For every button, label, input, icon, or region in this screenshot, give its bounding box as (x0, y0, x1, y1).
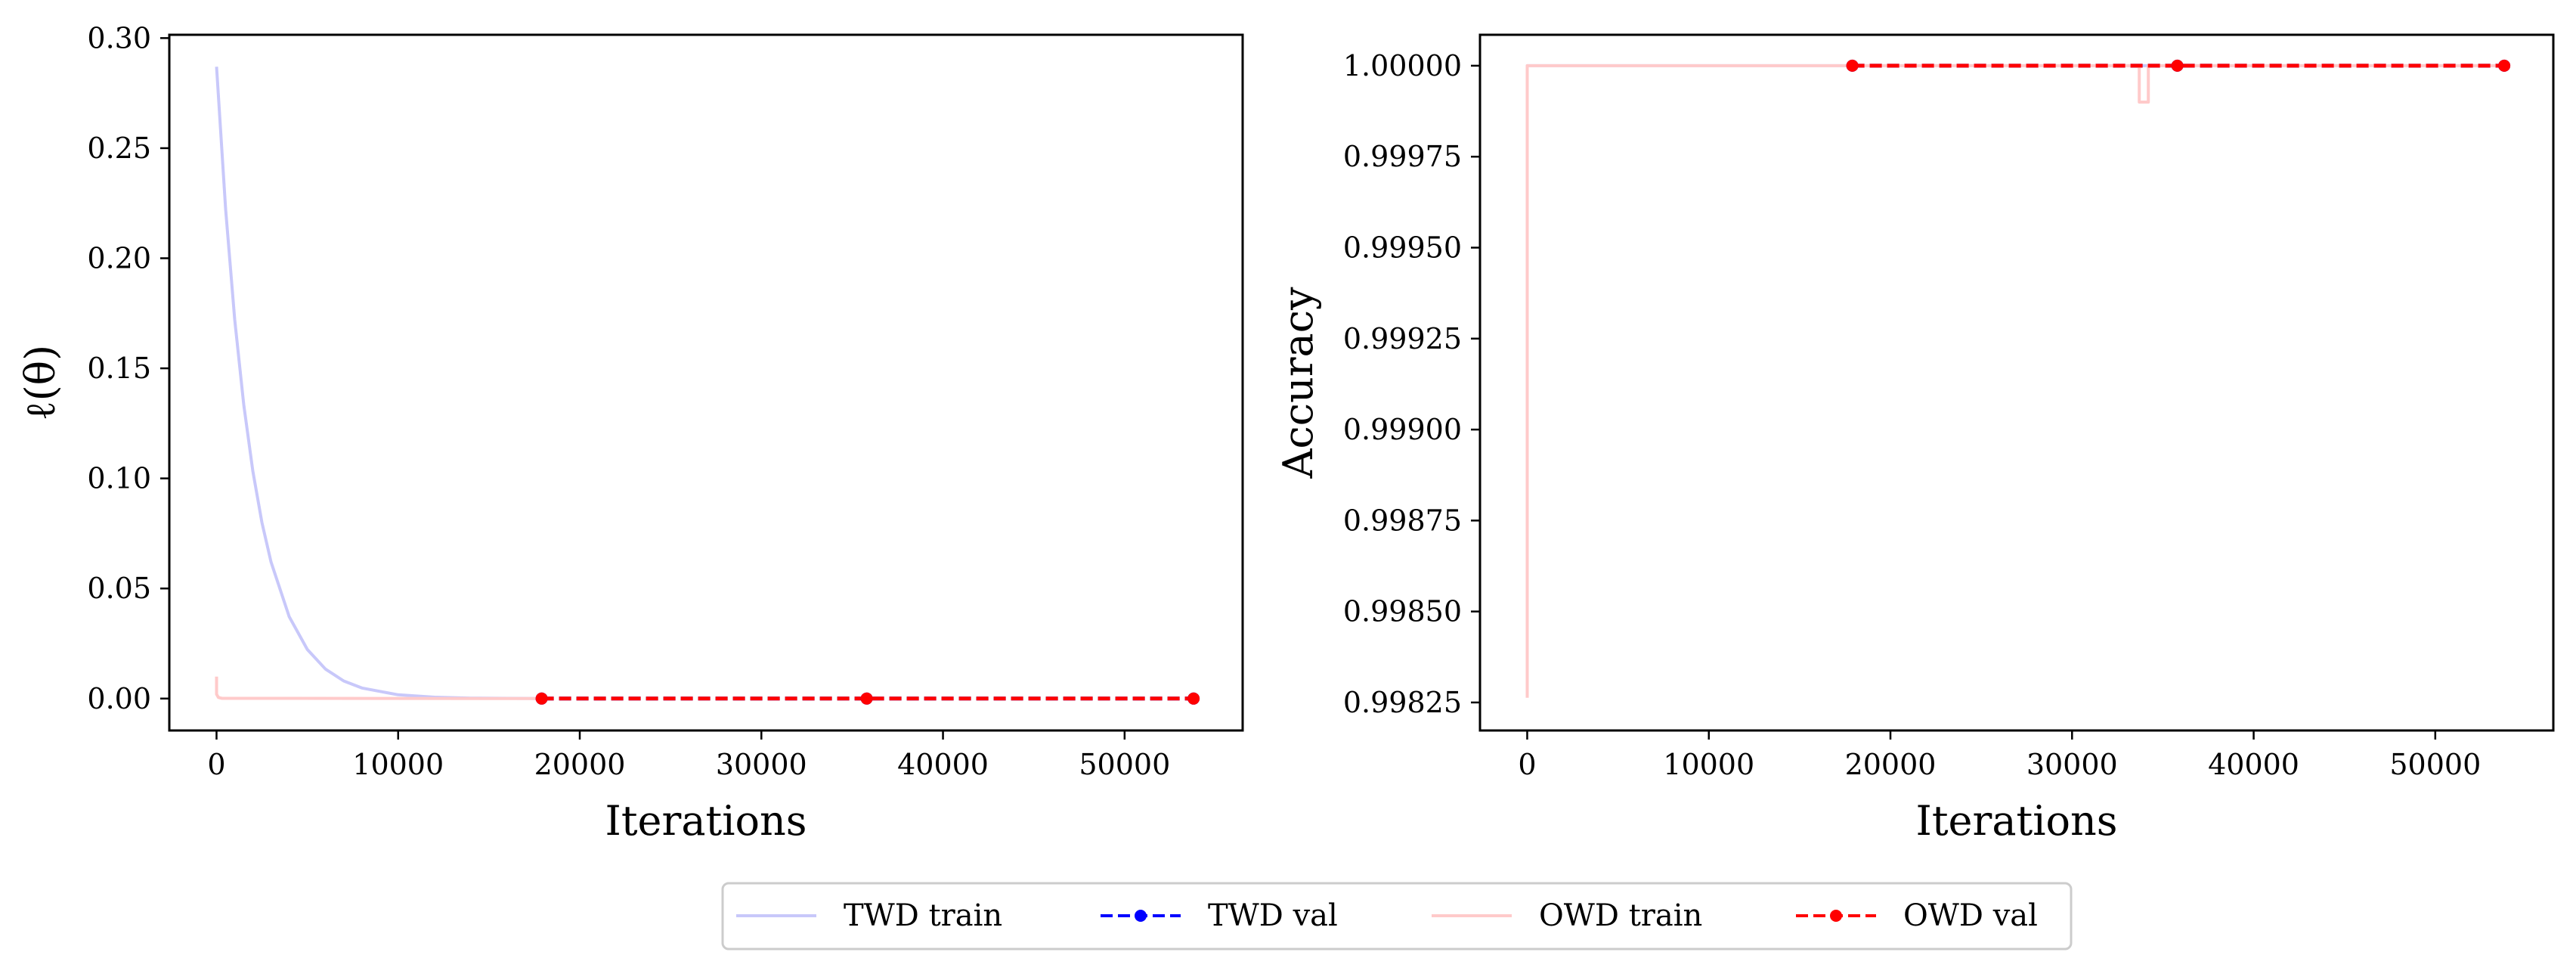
loss-y-tick-label: 0.15 (87, 352, 151, 385)
accuracy-twd-train-line (1525, 64, 2508, 551)
loss-x-tick-label: 20000 (534, 748, 626, 781)
loss-plot-frame (168, 33, 1244, 732)
accuracy-x-tick-label: 0 (1518, 748, 1536, 781)
accuracy-y-tick-label: 1.00000 (1343, 49, 1462, 82)
loss-x-tick-label: 10000 (352, 748, 444, 781)
legend-owd-train-label: OWD train (1539, 898, 1702, 933)
accuracy-owd-train-line (1525, 64, 2508, 698)
loss-owd-train-line (215, 676, 544, 700)
loss-twd-train-line (215, 67, 544, 700)
accuracy-x-tick-label: 40000 (2208, 748, 2299, 781)
loss-chart-panel: 0 10000 20000 30000 40000 50000 0.00 0.05 0.10 0.… (17, 21, 1244, 845)
loss-y-axis-title: ℓ(θ) (17, 345, 64, 421)
accuracy-plot-frame (1478, 33, 2555, 732)
accuracy-owd-val-point (2171, 59, 2184, 72)
loss-x-tick-label: 50000 (1079, 748, 1170, 781)
loss-x-axis-title: Iterations (605, 797, 807, 845)
legend-twd-val-label: TWD val (1208, 898, 1338, 933)
loss-owd-val-point (860, 692, 873, 705)
accuracy-y-tick-label: 0.99850 (1343, 595, 1462, 628)
accuracy-y-tick-label: 0.99975 (1343, 140, 1462, 173)
accuracy-y-tick-label: 0.99875 (1343, 504, 1462, 537)
accuracy-series-group (1525, 64, 2508, 698)
loss-x-tick-label: 30000 (716, 748, 807, 781)
loss-y-tick-label: 0.10 (87, 462, 151, 495)
accuracy-owd-val-point (1846, 59, 1859, 72)
accuracy-y-axis-title: Accuracy (1274, 287, 1322, 479)
loss-owd-val-point (1187, 692, 1200, 705)
loss-series-group (215, 67, 1194, 701)
legend: TWD train TWD val OWD train OWD val (721, 882, 2073, 951)
accuracy-x-tick-label: 20000 (1845, 748, 1937, 781)
accuracy-y-tick-label: 0.99825 (1343, 686, 1462, 719)
loss-y-tick-label: 0.05 (87, 572, 151, 605)
legend-box (721, 882, 2073, 951)
loss-y-tick-label: 0.30 (87, 21, 151, 54)
loss-x-tick-label: 0 (207, 748, 225, 781)
loss-x-tick-label: 40000 (897, 748, 989, 781)
accuracy-y-tick-label: 0.99925 (1343, 322, 1462, 355)
accuracy-x-tick-label: 30000 (2026, 748, 2118, 781)
accuracy-owd-val-point (2498, 59, 2511, 72)
loss-y-tick-label: 0.25 (87, 132, 151, 165)
accuracy-x-tick-label: 50000 (2389, 748, 2481, 781)
loss-y-tick-label: 0.20 (87, 242, 151, 275)
accuracy-y-tick-label: 0.99950 (1343, 231, 1462, 264)
accuracy-chart-panel: 0 10000 20000 30000 40000 50000 0.99825 0.99850… (1274, 33, 2555, 845)
legend-owd-val-label: OWD val (1903, 898, 2038, 933)
accuracy-y-tick-label: 0.99900 (1343, 413, 1462, 446)
legend-twd-val-marker (1135, 910, 1147, 922)
loss-owd-val-point (535, 692, 548, 705)
loss-y-tick-label: 0.00 (87, 682, 151, 715)
accuracy-x-axis-title: Iterations (1916, 797, 2118, 845)
accuracy-x-tick-label: 10000 (1663, 748, 1754, 781)
legend-twd-train-label: TWD train (844, 898, 1002, 933)
legend-owd-val-marker (1830, 910, 1842, 922)
